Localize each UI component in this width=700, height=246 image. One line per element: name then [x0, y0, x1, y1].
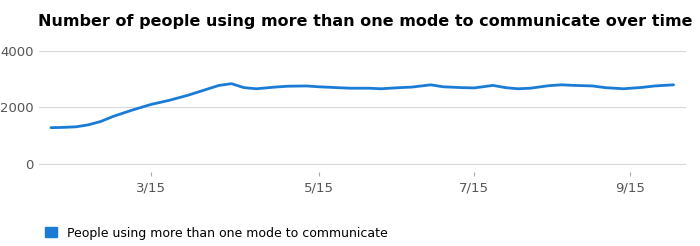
Text: Number of people using more than one mode to communicate over time: Number of people using more than one mod… [38, 14, 693, 29]
Legend: People using more than one mode to communicate: People using more than one mode to commu… [45, 227, 388, 240]
